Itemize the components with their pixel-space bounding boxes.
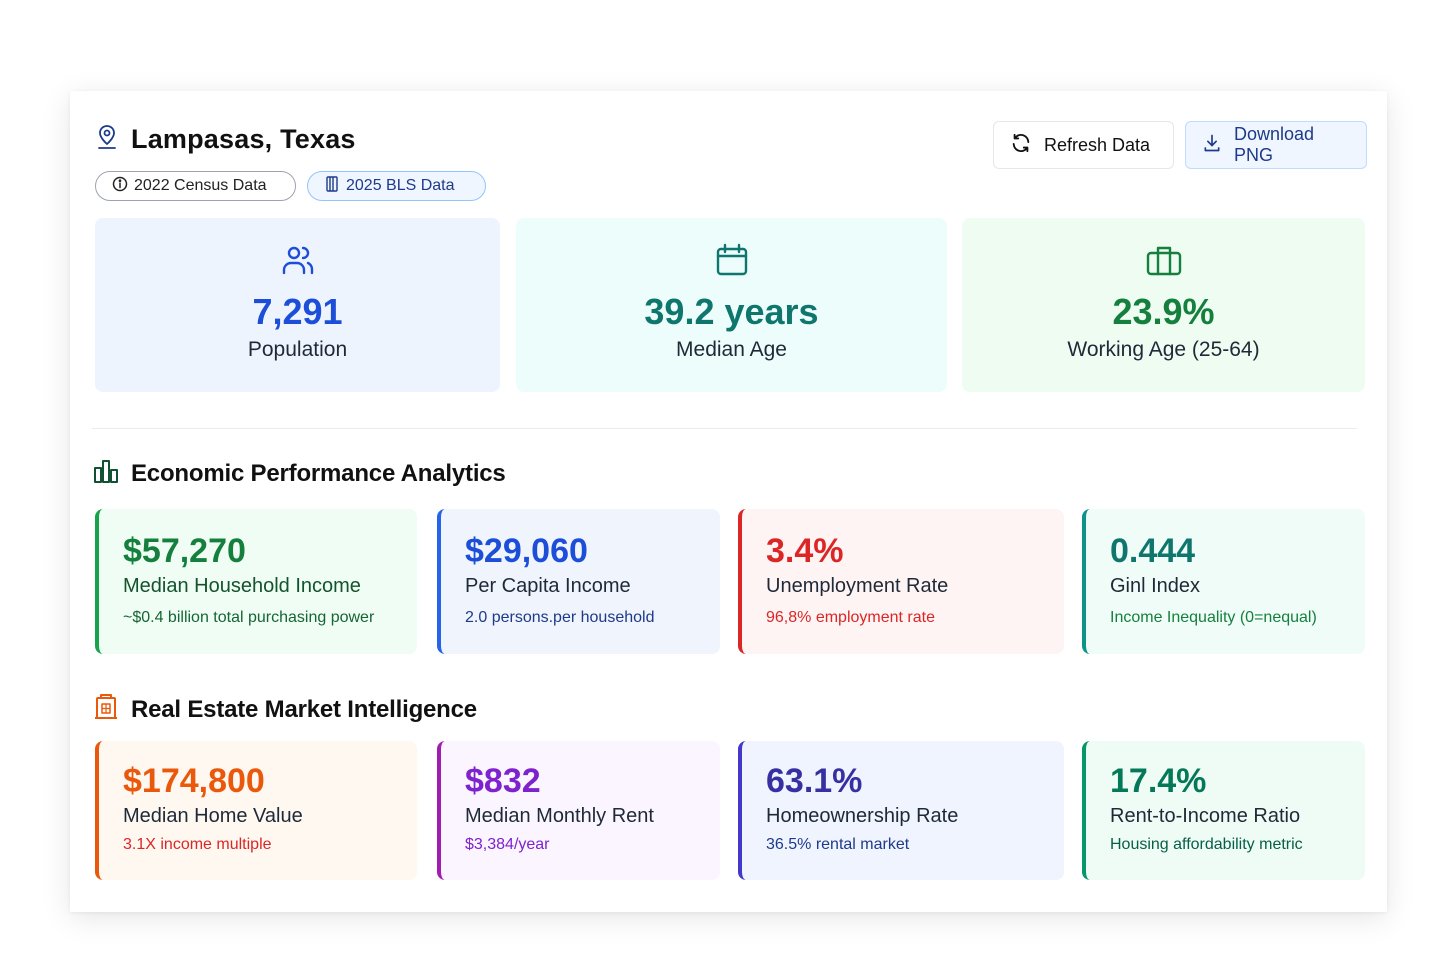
database-icon [324,175,340,198]
per-capita-income-label: Per Capita Income [465,575,631,597]
briefcase-icon [1146,242,1182,278]
monthly-rent-sub: $3,384/year [465,836,550,853]
rent-to-income-card: 17.4% Rent-to-Income Ratio Housing affor… [1082,741,1365,880]
median-age-card: 39.2 years Median Age [516,218,947,392]
home-value-sub: 3.1X income multiple [123,836,272,853]
download-button-label: Download PNG [1234,124,1315,165]
users-icon [280,242,316,278]
working-age-value: 23.9% [1112,291,1215,332]
census-badge-label: 2022 Census Data [134,177,267,194]
building-icon [93,693,119,726]
unemployment-rate-label: Unemployment Rate [766,575,949,597]
gini-index-value: 0.444 [1110,532,1196,570]
location-report-panel: Lampasas, Texas 2022 Census Data 2025 BL… [70,91,1387,912]
refresh-icon [1010,132,1032,159]
monthly-rent-value: $832 [465,762,541,800]
bls-badge-label: 2025 BLS Data [346,177,455,194]
rent-to-income-value: 17.4% [1110,762,1207,800]
household-income-card: $57,270 Median Household Income ~$0.4 bi… [95,509,417,654]
home-value-label: Median Home Value [123,805,303,827]
section-divider [92,428,1357,429]
population-label: Population [247,338,348,361]
refresh-button-label: Refresh Data [1044,134,1151,155]
page-title: Lampasas, Texas [131,124,356,154]
population-card: 7,291 Population [95,218,500,392]
household-income-label: Median Household Income [123,575,361,597]
population-value: 7,291 [252,291,343,332]
household-income-value: $57,270 [123,532,246,570]
monthly-rent-label: Median Monthly Rent [465,805,654,827]
map-pin-icon [95,124,119,155]
real-estate-section-heading: Real Estate Market Intelligence [93,693,477,726]
gini-index-card: 0.444 Ginl Index Income Inequality (0=ne… [1082,509,1365,654]
gini-index-sub: Income Inequality (0=nequal) [1110,609,1317,626]
homeownership-rate-card: 63.1% Homeownership Rate 36.5% rental ma… [738,741,1064,880]
monthly-rent-card: $832 Median Monthly Rent $3,384/year [437,741,720,880]
info-icon [112,176,128,197]
location-heading: Lampasas, Texas [95,124,356,155]
real-estate-section-title: Real Estate Market Intelligence [131,695,477,723]
home-value-value: $174,800 [123,762,265,800]
unemployment-rate-value: 3.4% [766,532,844,570]
gini-index-label: Ginl Index [1110,575,1201,597]
economic-section-title: Economic Performance Analytics [131,459,506,487]
bls-data-badge: 2025 BLS Data [307,171,486,201]
working-age-card: 23.9% Working Age (25-64) [962,218,1365,392]
home-value-card: $174,800 Median Home Value 3.1X income m… [95,741,417,880]
download-png-button[interactable]: Download PNG [1185,121,1367,169]
per-capita-income-sub: 2.0 persons.per household [465,609,655,626]
economic-section-heading: Economic Performance Analytics [93,458,506,489]
rent-to-income-label: Rent-to-Income Ratio [1110,805,1301,827]
working-age-label: Working Age (25-64) [1067,338,1260,361]
calendar-icon [715,242,749,278]
census-data-badge: 2022 Census Data [95,171,296,201]
unemployment-rate-card: 3.4% Unemployment Rate 96,8% employment … [738,509,1064,654]
download-icon [1202,133,1222,158]
refresh-data-button[interactable]: Refresh Data [993,121,1174,169]
median-age-label: Median Age [676,338,787,361]
homeownership-rate-sub: 36.5% rental market [766,836,910,853]
median-age-value: 39.2 years [644,291,819,332]
bar-chart-icon [93,458,119,489]
homeownership-rate-label: Homeownership Rate [766,805,959,827]
per-capita-income-value: $29,060 [465,532,588,570]
homeownership-rate-value: 63.1% [766,762,863,800]
per-capita-income-card: $29,060 Per Capita Income 2.0 persons.pe… [437,509,720,654]
unemployment-rate-sub: 96,8% employment rate [766,609,935,626]
rent-to-income-sub: Housing affordability metric [1110,836,1303,853]
household-income-sub: ~$0.4 billion total purchasing power [123,609,375,626]
